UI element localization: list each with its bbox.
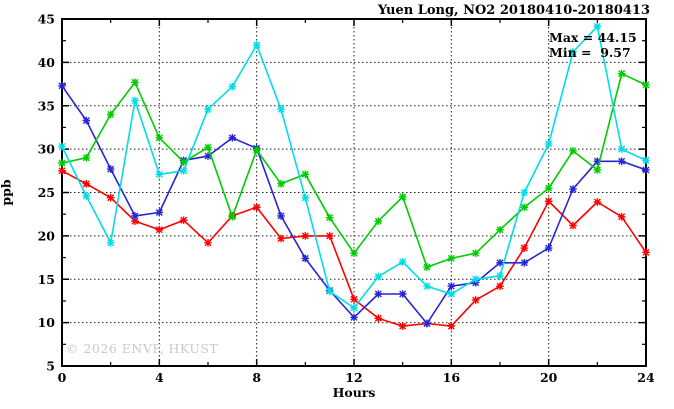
series-green-markers [58, 69, 650, 271]
y-tick-label: 15 [38, 272, 55, 287]
x-tick-label: 0 [58, 370, 67, 385]
chart-title: Yuen Long, NO2 20180410-20180413 [377, 3, 650, 18]
x-tick-label: 16 [443, 370, 461, 385]
y-tick-label: 40 [38, 55, 56, 70]
x-axis-label: Hours [332, 385, 376, 400]
y-tick-label: 30 [38, 142, 56, 157]
y-tick-label: 20 [38, 228, 56, 243]
y-tick-label: 45 [38, 12, 55, 27]
series-blue-markers [58, 81, 650, 328]
y-tick-label: 35 [38, 98, 55, 113]
y-tick-label: 5 [46, 359, 55, 374]
watermark: © 2026 ENVF, HKUST [66, 341, 219, 356]
x-tick-label: 8 [252, 370, 261, 385]
max-value-label: Max = 44.15 [549, 30, 637, 45]
x-tick-label: 12 [345, 370, 362, 385]
series-cyan-markers [58, 22, 650, 312]
y-tick-label: 10 [38, 315, 56, 330]
y-tick-label: 25 [38, 185, 55, 200]
series-red-markers [58, 167, 650, 330]
x-tick-label: 4 [155, 370, 164, 385]
x-tick-label: 20 [540, 370, 558, 385]
y-axis-label: ppb [0, 179, 14, 206]
series-green-line [61, 72, 647, 268]
minmax-legend: Max = 44.15 Min = 9.57 [549, 30, 637, 60]
plot-border [61, 18, 647, 367]
x-tick-label: 24 [637, 370, 655, 385]
min-value-label: Min = 9.57 [549, 45, 631, 60]
